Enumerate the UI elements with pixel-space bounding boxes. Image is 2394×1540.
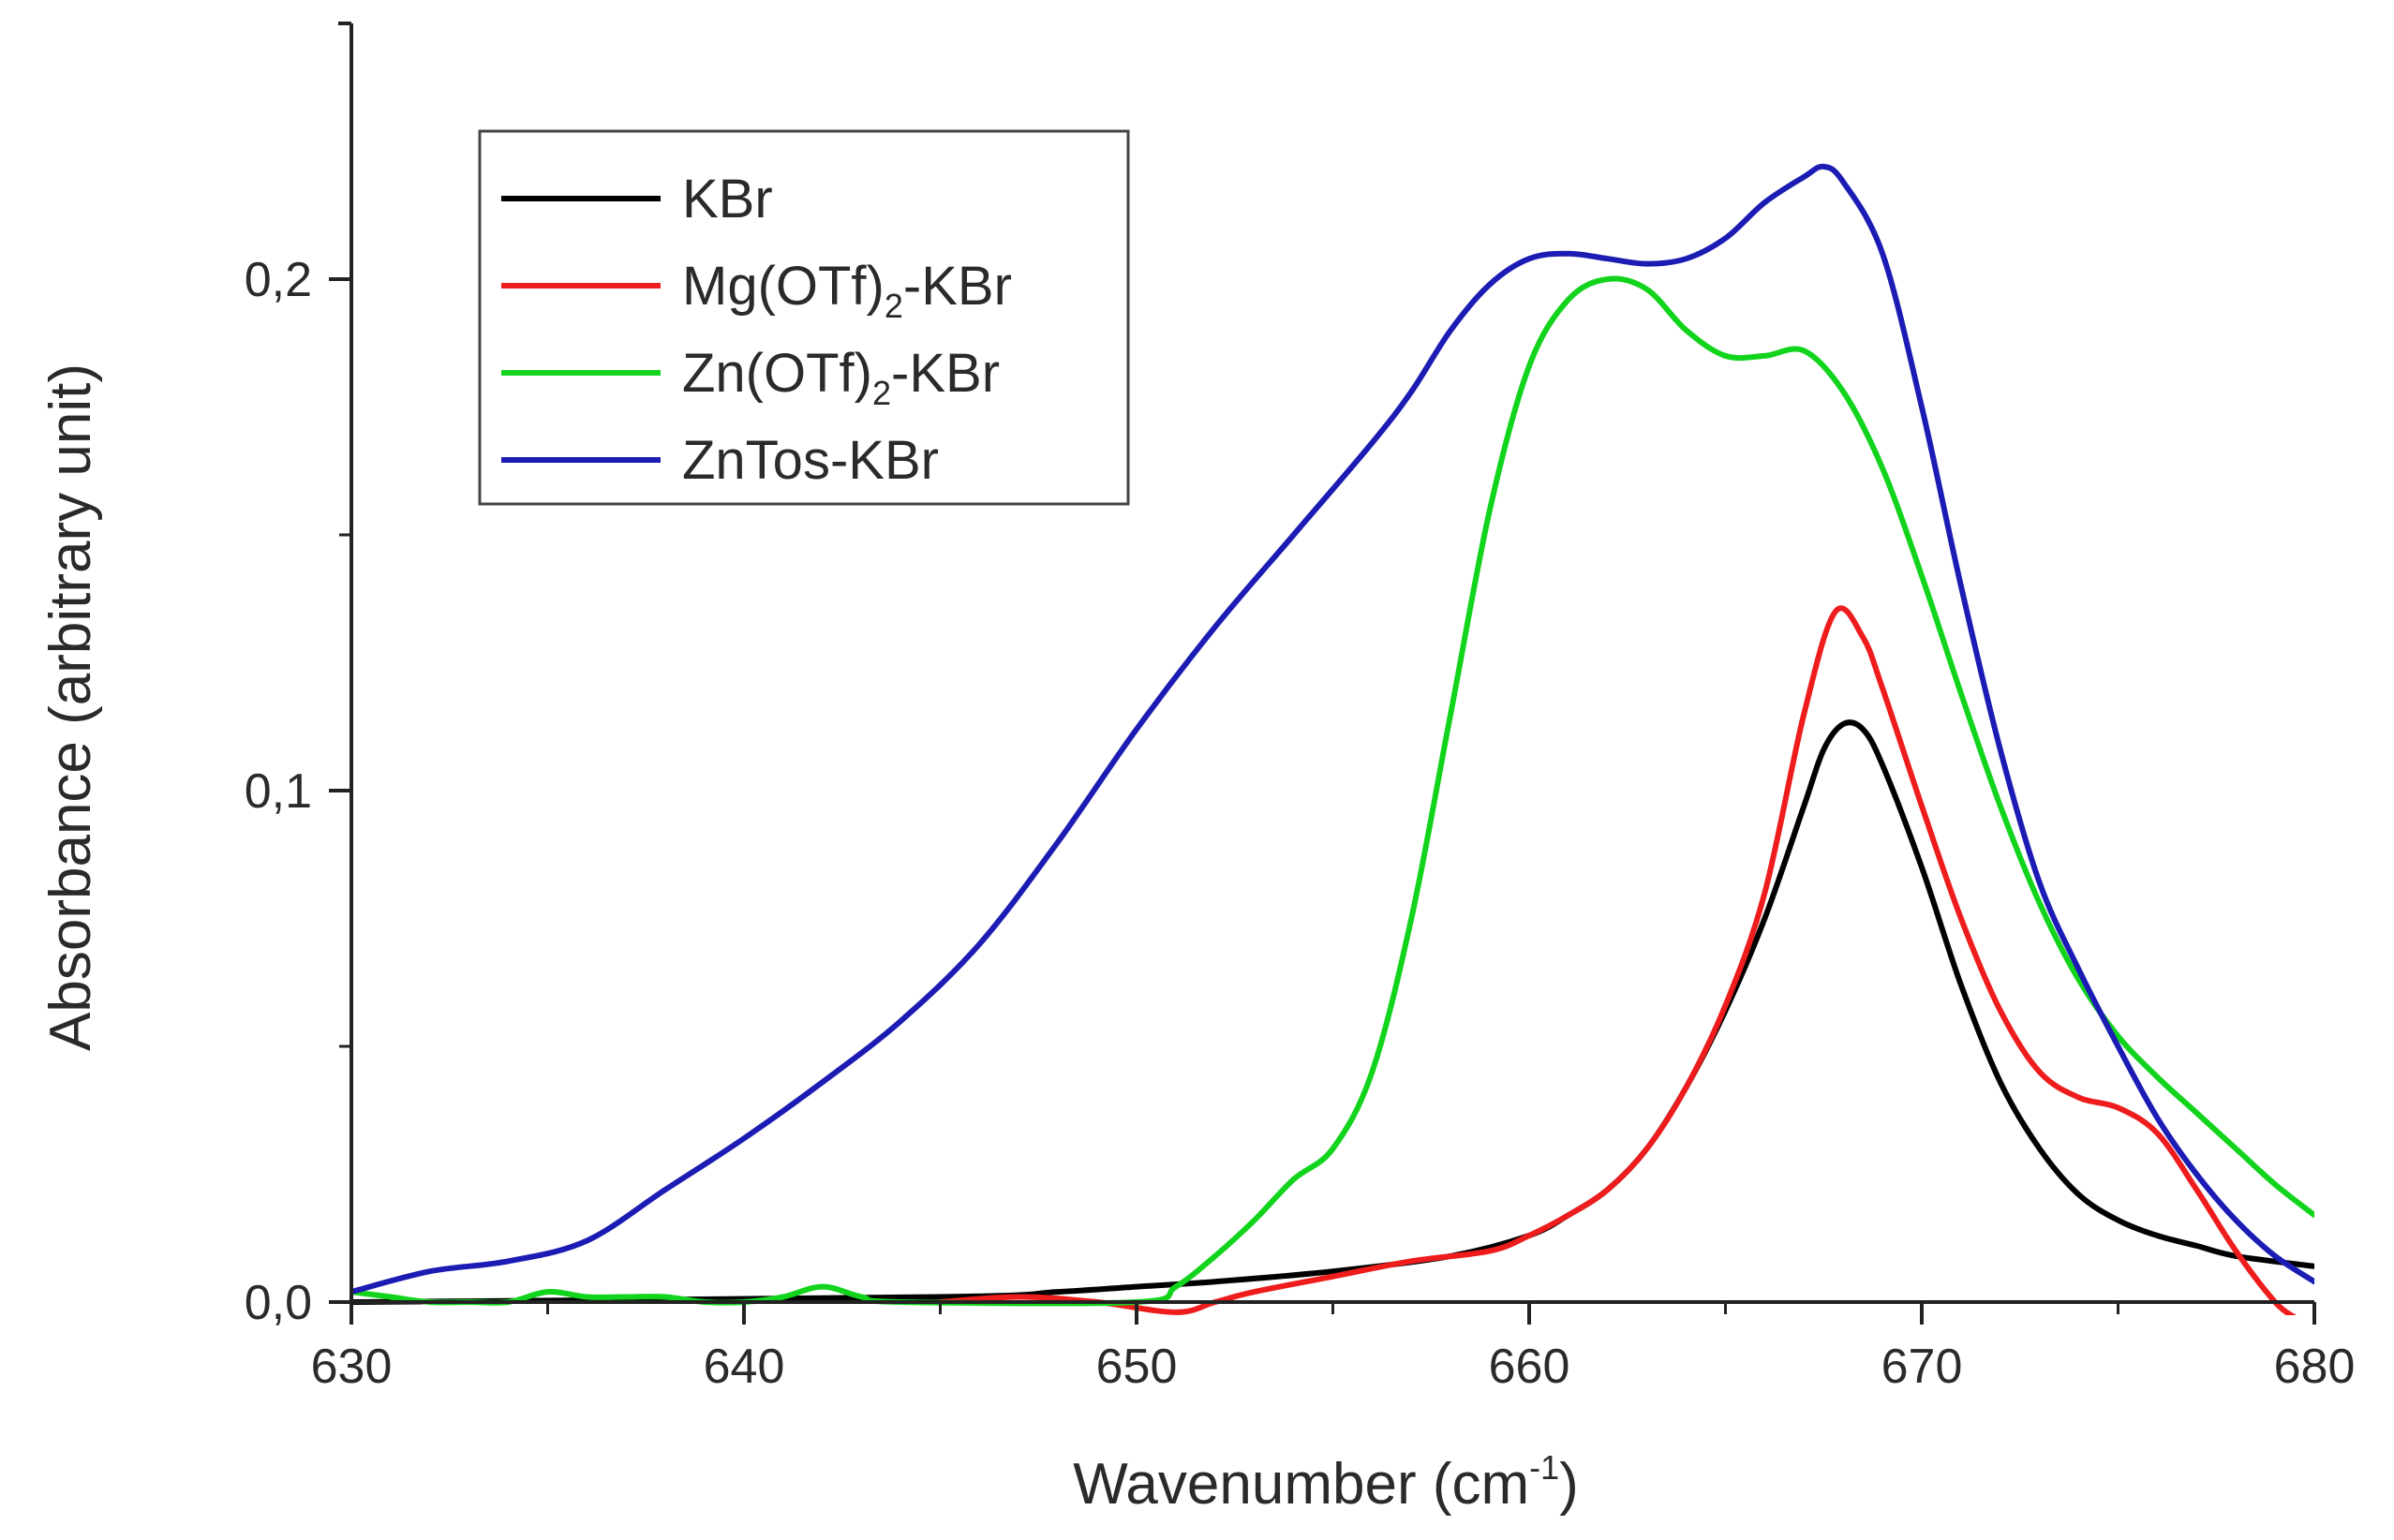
x-tick-label-0: 630: [311, 1340, 393, 1394]
x-axis-title-main: Wavenumber (cm: [1073, 1452, 1529, 1517]
y-tick-label-2: 0,2: [245, 253, 312, 307]
y-axis-title: Absorbance (arbitrary unit): [38, 363, 103, 1051]
x-tick-label-5: 680: [2274, 1340, 2356, 1394]
legend: KBr Mg(OTf)2-KBr Zn(OTf)2-KBr ZnTos-KBr: [478, 129, 1130, 506]
series-line-0: [351, 719, 2314, 1305]
series-line-1: [937, 605, 2297, 1315]
x-axis-title-end: ): [1559, 1452, 1579, 1517]
legend-label-1: Mg(OTf)2-KBr: [682, 256, 1012, 325]
legend-label-0: KBr: [682, 169, 773, 230]
y-tick-label-0: 0,0: [245, 1276, 312, 1330]
x-tick-label-2: 650: [1096, 1340, 1178, 1394]
x-tick-label-3: 660: [1489, 1340, 1570, 1394]
axes-layer: 630 640 650 660 670 680 0,0 0,1 0,2: [245, 22, 2356, 1394]
x-axis-title-superscript: -1: [1529, 1448, 1559, 1487]
series-line-3: [351, 163, 2314, 1296]
y-tick-label-1: 0,1: [245, 764, 312, 819]
series-line-2: [351, 275, 2314, 1307]
x-axis-title: Wavenumber (cm-1): [1073, 1448, 1579, 1517]
x-tick-label-1: 640: [704, 1340, 785, 1394]
legend-label-2: Zn(OTf)2-KBr: [682, 343, 1000, 412]
series-layer: [351, 163, 2314, 1315]
x-tick-label-4: 670: [1881, 1340, 1963, 1394]
legend-label-3: ZnTos-KBr: [682, 430, 939, 491]
legend-box: [478, 129, 1130, 506]
